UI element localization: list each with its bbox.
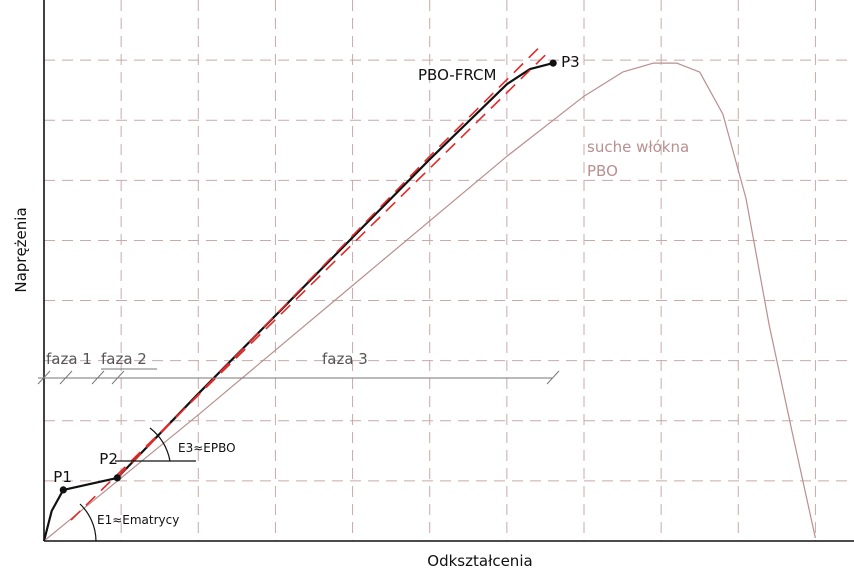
curves	[42, 44, 816, 542]
point-markers: P1 P2 P3	[53, 53, 580, 494]
point-p2	[113, 474, 121, 482]
modulus-1-label: E1≈Ematrycy	[97, 513, 179, 527]
phase-tick	[111, 370, 125, 385]
point-p1	[59, 486, 67, 494]
tangent-line-1	[70, 50, 550, 521]
series-pbo-frcm	[42, 62, 554, 542]
modulus-annotations: E1≈Ematrycy E3≈EPBO	[79, 427, 236, 542]
phase-tick	[37, 370, 51, 385]
angle-arc-e1	[79, 503, 97, 542]
series-dry-fibers-pbo	[43, 62, 816, 542]
phase-markers: faza 1 faza 2 faza 3	[37, 350, 560, 385]
dry-fibers-label-line2: PBO	[587, 162, 618, 180]
angle-arc-e3	[149, 427, 171, 462]
point-label-p1: P1	[53, 468, 72, 486]
phase-1-label: faza 1	[46, 350, 92, 368]
point-label-p3: P3	[561, 53, 580, 71]
phase-tick	[59, 370, 73, 385]
dry-fibers-label-line1: suche włókna	[587, 138, 689, 156]
point-label-p2: P2	[99, 450, 118, 468]
phase-tick	[546, 370, 560, 385]
series-label-frcm: PBO-FRCM	[418, 66, 496, 84]
x-axis-label: Odkształcenia	[427, 552, 532, 570]
axes	[43, 0, 854, 542]
phase-tick	[91, 370, 105, 385]
point-p3	[549, 59, 557, 67]
phase-3-label: faza 3	[322, 350, 368, 368]
tangent-line-2	[116, 44, 543, 479]
phase-2-label: faza 2	[101, 350, 147, 368]
y-axis-label: Naprężenia	[12, 207, 30, 292]
grid	[44, 0, 854, 541]
modulus-3-label: E3≈EPBO	[178, 441, 236, 455]
